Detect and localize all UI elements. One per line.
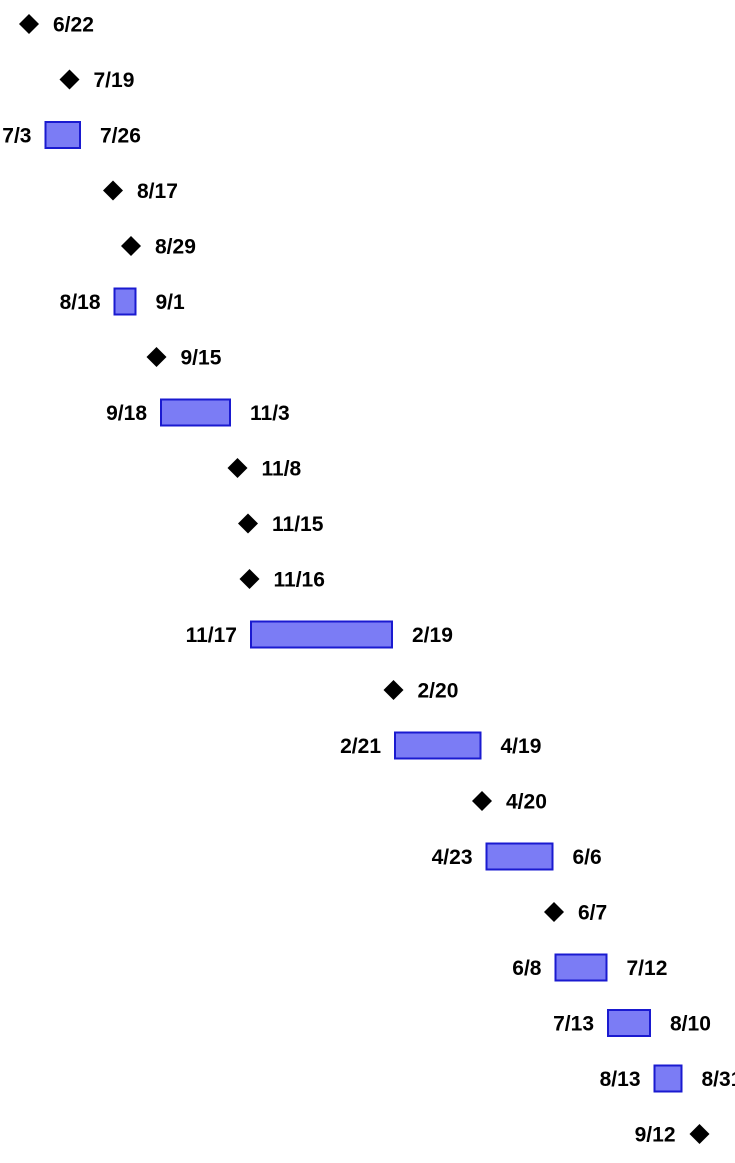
task-start-label: 11/17 <box>186 624 237 647</box>
milestone-diamond <box>146 347 167 367</box>
task-bar <box>653 1064 683 1093</box>
milestone-date-label: 7/19 <box>94 69 135 92</box>
task-end-label: 2/19 <box>412 624 453 647</box>
milestone-diamond <box>689 1124 710 1144</box>
task-end-label: 7/26 <box>100 125 141 148</box>
task-end-label: 6/6 <box>573 846 602 869</box>
task-start-label: 7/3 <box>2 125 31 148</box>
milestone-date-label: 11/8 <box>262 458 302 481</box>
milestone-diamond <box>239 569 260 589</box>
milestone-diamond <box>383 680 404 700</box>
milestone-date-label: 9/12 <box>635 1124 676 1147</box>
task-start-label: 2/21 <box>340 735 381 758</box>
milestone-date-label: 6/7 <box>578 902 607 925</box>
task-bar <box>394 731 482 760</box>
milestone-date-label: 9/15 <box>181 347 222 370</box>
milestone-date-label: 11/15 <box>272 513 324 536</box>
task-end-label: 9/1 <box>156 291 186 314</box>
milestone-diamond <box>103 180 123 201</box>
task-start-label: 7/13 <box>553 1013 594 1036</box>
task-bar <box>485 842 554 871</box>
task-bar <box>113 287 137 316</box>
task-start-label: 9/18 <box>106 402 147 425</box>
task-end-label: 8/31 <box>702 1068 735 1091</box>
task-start-label: 4/23 <box>432 846 473 869</box>
milestone-date-label: 11/16 <box>274 569 325 592</box>
task-bar <box>554 953 608 982</box>
task-start-label: 8/18 <box>60 291 101 314</box>
task-start-label: 6/8 <box>512 957 542 980</box>
task-end-label: 7/12 <box>627 957 668 980</box>
milestone-diamond <box>59 69 80 90</box>
milestone-diamond <box>19 14 39 34</box>
milestone-date-label: 2/20 <box>418 680 459 703</box>
milestone-diamond <box>238 513 258 534</box>
milestone-date-label: 6/22 <box>53 14 94 37</box>
milestone-diamond <box>472 791 492 811</box>
milestone-diamond <box>121 236 141 256</box>
task-bar <box>250 620 393 649</box>
task-bar <box>44 121 81 149</box>
milestone-date-label: 8/17 <box>137 180 178 203</box>
task-bar <box>607 1009 651 1037</box>
milestone-date-label: 8/29 <box>155 236 196 259</box>
task-start-label: 8/13 <box>600 1068 641 1091</box>
task-end-label: 4/19 <box>501 735 542 758</box>
milestone-diamond <box>227 458 248 478</box>
task-end-label: 11/3 <box>250 402 290 425</box>
milestone-date-label: 4/20 <box>506 791 547 814</box>
milestone-diamond <box>544 902 564 922</box>
task-bar <box>160 398 231 427</box>
task-end-label: 8/10 <box>670 1013 711 1036</box>
